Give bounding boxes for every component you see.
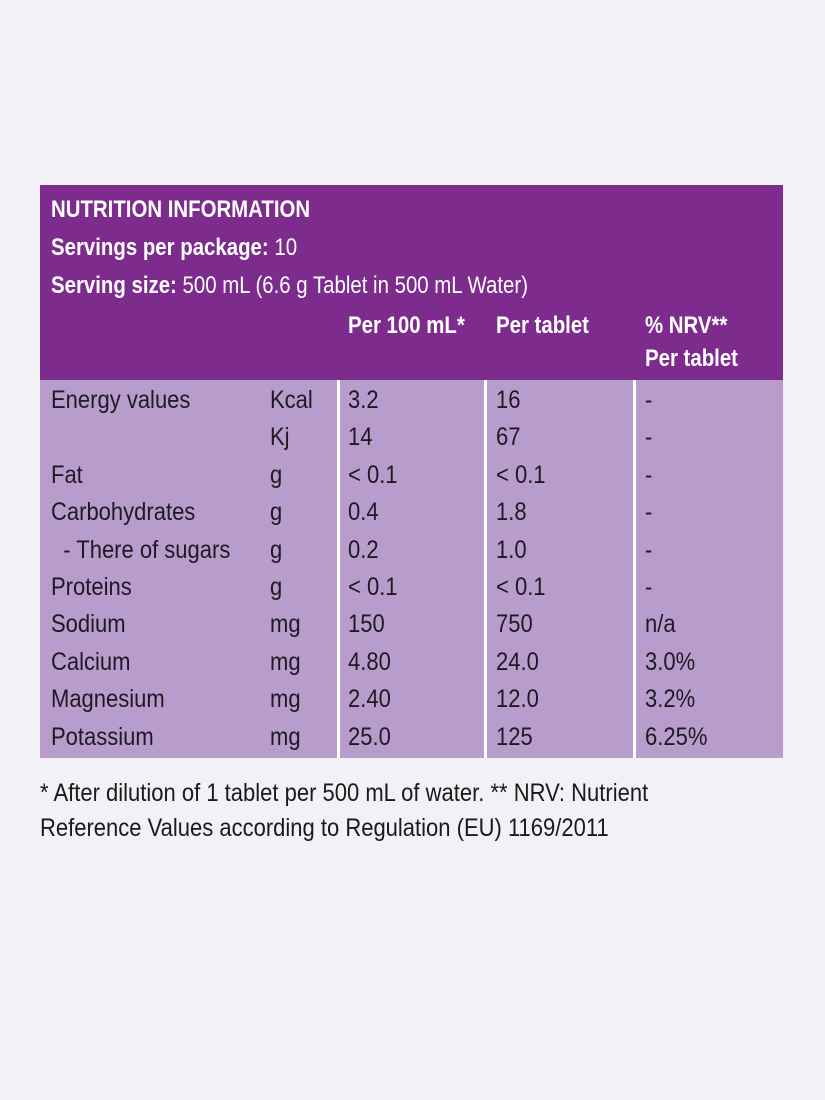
column-divider (337, 380, 340, 758)
row-nrv-cell: 3.0% (645, 647, 696, 676)
nutrition-table: NUTRITION INFORMATION Servings per packa… (40, 185, 783, 758)
serving-size-value: 500 mL (6.6 g Tablet in 500 mL Water) (182, 272, 528, 299)
servings-label: Servings per package: (51, 234, 269, 261)
row-unit-cell: g (270, 460, 283, 489)
row-name-cell: Carbohydrates (51, 498, 196, 527)
table-header: NUTRITION INFORMATION Servings per packa… (40, 185, 783, 380)
row-nrv-cell: - (645, 460, 653, 489)
servings-value: 10 (274, 234, 298, 261)
column-divider (633, 380, 636, 758)
row-pertablet-cell: 1.0 (496, 535, 527, 564)
column-header-nrv-per-tablet: Per tablet (645, 345, 738, 372)
footnote-line-1: * After dilution of 1 tablet per 500 mL … (40, 779, 649, 807)
row-per100-cell: 0.4 (348, 498, 379, 527)
row-name-cell: Magnesium (51, 685, 165, 714)
row-unit-cell: g (270, 498, 283, 527)
row-per100-cell: 150 (348, 610, 385, 639)
row-name-cell: Energy values (51, 386, 191, 414)
row-per100-cell: < 0.1 (348, 460, 398, 489)
column-header-per-tablet: Per tablet (496, 312, 589, 339)
row-pertablet-cell: 1.8 (496, 498, 527, 527)
row-unit-cell: mg (270, 647, 301, 676)
row-name-cell: Proteins (51, 573, 132, 601)
row-name-cell: - There of sugars (51, 535, 231, 564)
row-name-cell: Potassium (51, 722, 154, 751)
row-unit-cell: mg (270, 610, 301, 639)
column-header-nrv: % NRV** (645, 312, 728, 339)
row-pertablet-cell: 67 (496, 423, 521, 452)
footnote: * After dilution of 1 tablet per 500 mL … (40, 776, 800, 846)
row-unit-cell: mg (270, 722, 301, 751)
row-nrv-cell: 3.2% (645, 685, 696, 714)
row-per100-cell: < 0.1 (348, 573, 398, 601)
row-unit-cell: Kcal (270, 386, 313, 414)
row-per100-cell: 25.0 (348, 722, 391, 751)
row-nrv-cell: - (645, 573, 653, 601)
row-nrv-cell: - (645, 423, 653, 452)
row-name-cell: Calcium (51, 647, 131, 676)
row-pertablet-cell: < 0.1 (496, 573, 546, 601)
table-title: NUTRITION INFORMATION (51, 196, 311, 223)
column-divider (484, 380, 487, 758)
row-per100-cell: 3.2 (348, 386, 379, 414)
row-per100-cell: 14 (348, 423, 373, 452)
row-nrv-cell: - (645, 498, 653, 527)
serving-size: Serving size: 500 mL (6.6 g Tablet in 50… (51, 271, 528, 301)
row-pertablet-cell: 16 (496, 386, 521, 414)
row-per100-cell: 0.2 (348, 535, 379, 564)
row-pertablet-cell: < 0.1 (496, 460, 546, 489)
row-pertablet-cell: 125 (496, 722, 533, 751)
row-nrv-cell: - (645, 535, 653, 564)
servings-per-package: Servings per package: 10 (51, 233, 297, 263)
row-pertablet-cell: 750 (496, 610, 533, 639)
row-unit-cell: mg (270, 685, 301, 714)
row-nrv-cell: - (645, 386, 653, 414)
row-nrv-cell: n/a (645, 610, 676, 639)
serving-size-label: Serving size: (51, 272, 177, 299)
column-header-per-100ml: Per 100 mL* (348, 312, 465, 339)
row-unit-cell: g (270, 573, 283, 601)
row-name-cell: Fat (51, 460, 83, 489)
row-per100-cell: 2.40 (348, 685, 391, 714)
row-nrv-cell: 6.25% (645, 722, 708, 751)
row-name-cell: Sodium (51, 610, 126, 639)
row-pertablet-cell: 12.0 (496, 685, 539, 714)
row-unit-cell: Kj (270, 423, 290, 452)
row-pertablet-cell: 24.0 (496, 647, 539, 676)
row-unit-cell: g (270, 535, 283, 564)
row-per100-cell: 4.80 (348, 647, 391, 676)
footnote-line-2: Reference Values according to Regulation… (40, 814, 609, 842)
